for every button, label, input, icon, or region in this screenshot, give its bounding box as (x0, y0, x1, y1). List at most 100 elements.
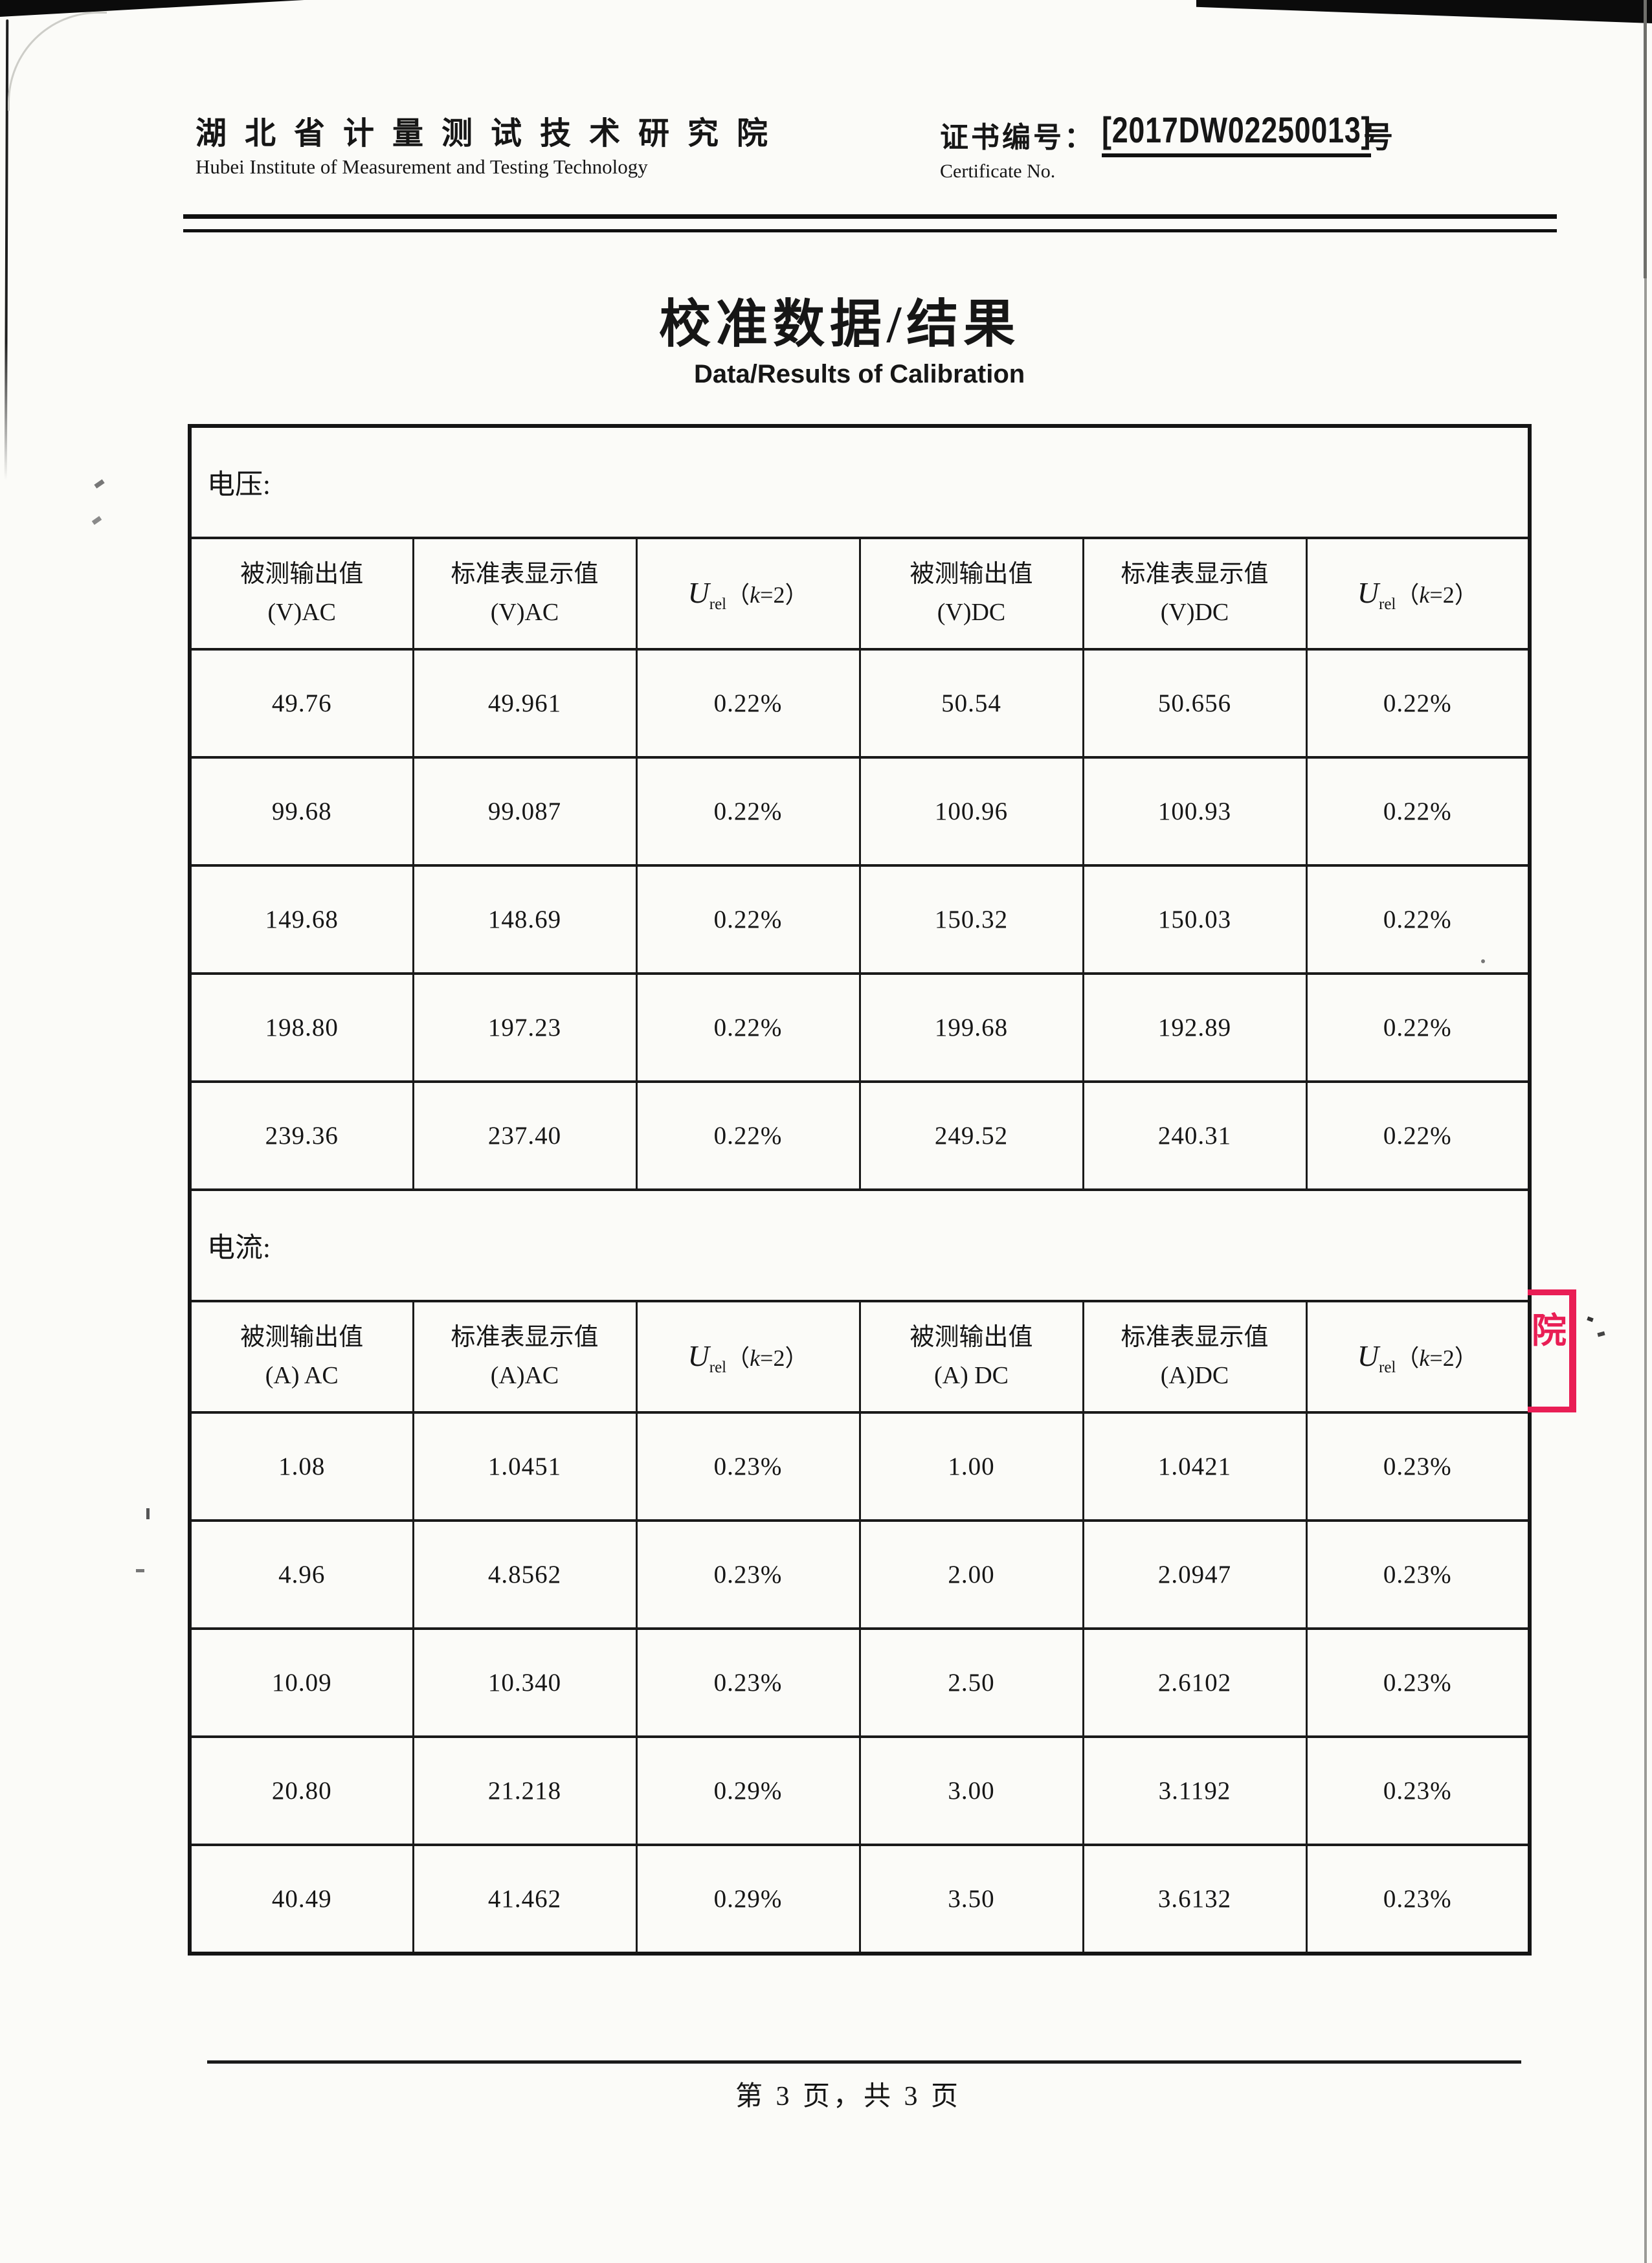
header-divider (183, 214, 1557, 232)
header-line1: 标准表显示值 (1121, 1324, 1269, 1352)
table-cell: 0.23% (1305, 1411, 1531, 1522)
certificate-number-suffix: 号 (1363, 121, 1393, 154)
table-cell: 3.50 (858, 1844, 1084, 1955)
table-cell: 192.89 (1082, 972, 1308, 1083)
table-cell: 2.00 (858, 1519, 1084, 1630)
table-cell: 10.09 (188, 1627, 414, 1738)
header-line2: (A) AC (265, 1362, 339, 1389)
urel-subscript: rel (709, 1359, 727, 1377)
table-cell: 0.23% (1305, 1844, 1531, 1955)
table-row: 49.76 49.961 0.22% 50.54 50.656 0.22% (188, 648, 1531, 759)
urel-symbol: U (687, 576, 709, 610)
urel-subscript: rel (1379, 1359, 1396, 1377)
header-row-current: 被测输出值 (A) AC 标准表显示值 (A)AC Urel（k=2） 被测输出值 (A) … (188, 1300, 1531, 1414)
table-cell: 0.23% (1305, 1627, 1531, 1738)
table-cell: 0.29% (635, 1735, 861, 1846)
table-cell: 3.1192 (1082, 1735, 1308, 1846)
urel-subscript: rel (1379, 596, 1396, 614)
table-cell: 49.961 (412, 648, 638, 759)
table-cell: 0.29% (635, 1844, 861, 1955)
column-header: 被测输出值 (V)AC (188, 537, 414, 651)
table-cell: 0.23% (1305, 1735, 1531, 1846)
header-line2: (A) DC (933, 1362, 1009, 1389)
header-line1: 被测输出值 (240, 1324, 364, 1352)
table-row: 149.68 148.69 0.22% 150.32 150.03 0.22% (188, 864, 1531, 975)
scan-edge-right (1644, 0, 1647, 2263)
header-line1: 标准表显示值 (451, 561, 599, 588)
table-cell: 0.22% (635, 648, 861, 759)
calibration-table-body: 电压: 被测输出值 (V)AC 标准表显示值 (V)AC Urel（k=2） 被测输出值 (V… (188, 425, 1531, 1955)
section-label-voltage: 电压: (188, 425, 1531, 539)
scan-speck (146, 1508, 150, 1519)
urel-paren: （ (726, 582, 750, 608)
certificate-no-label-en: Certificate No. (940, 161, 1056, 182)
table-cell: 0.22% (635, 756, 861, 867)
urel-paren: （ (1396, 582, 1420, 608)
table-cell: 0.22% (1305, 1080, 1531, 1191)
footer-divider (207, 2060, 1521, 2064)
institute-name-en: Hubei Institute of Measurement and Testi… (195, 155, 648, 178)
table-cell: 1.0421 (1082, 1411, 1308, 1522)
column-header: 被测输出值 (A) DC (858, 1300, 1084, 1414)
table-row: 4.96 4.8562 0.23% 2.00 2.0947 0.23% (188, 1519, 1531, 1630)
table-cell: 50.656 (1082, 648, 1308, 759)
table-cell: 99.087 (412, 756, 638, 867)
table-cell: 0.23% (1305, 1519, 1531, 1630)
table-cell: 150.03 (1082, 864, 1308, 975)
table-row: 1.08 1.0451 0.23% 1.00 1.0421 0.23% (188, 1411, 1531, 1522)
table-cell: 10.340 (412, 1627, 638, 1738)
header-line2: (A)DC (1160, 1362, 1229, 1389)
urel-paren: （ (726, 1345, 750, 1372)
table-cell: 1.0451 (412, 1411, 638, 1522)
urel-paren: （ (1396, 1345, 1420, 1372)
table-cell: 100.96 (858, 756, 1084, 867)
table-cell: 0.22% (635, 972, 861, 1083)
header-line1: 被测输出值 (240, 561, 364, 588)
scan-speck (94, 479, 105, 489)
table-cell: 0.22% (1305, 864, 1531, 975)
table-cell: 40.49 (188, 1844, 414, 1955)
column-header: Urel（k=2） (635, 1300, 861, 1414)
table-row: 239.36 237.40 0.22% 249.52 240.31 0.22% (188, 1080, 1531, 1191)
table-row: 198.80 197.23 0.22% 199.68 192.89 0.22% (188, 972, 1531, 1083)
table-cell: 150.32 (858, 864, 1084, 975)
table-cell: 41.462 (412, 1844, 638, 1955)
table-cell: 198.80 (188, 972, 414, 1083)
table-cell: 49.76 (188, 648, 414, 759)
scan-speck (136, 1569, 144, 1572)
table-cell: 240.31 (1082, 1080, 1308, 1191)
red-seal-character: 院 (1532, 1311, 1567, 1350)
header-line2: (A)AC (490, 1362, 559, 1389)
table-cell: 249.52 (858, 1080, 1084, 1191)
urel-k: k (1419, 582, 1430, 608)
table-cell: 2.0947 (1082, 1519, 1308, 1630)
institute-name-cn: 湖北省计量测试技术研究院 (195, 117, 787, 151)
table-cell: 1.08 (188, 1411, 414, 1522)
certificate-no-label-cn: 证书编号： (940, 122, 1095, 153)
column-header: 被测输出值 (A) AC (188, 1300, 414, 1414)
page-title-en: Data/Results of Calibration (694, 360, 1025, 388)
table-cell: 21.218 (412, 1735, 638, 1846)
column-header: 标准表显示值 (V)AC (412, 537, 638, 651)
table-cell: 149.68 (188, 864, 414, 975)
header-line2: (V)DC (937, 599, 1006, 626)
scan-edge-left (4, 19, 9, 481)
page-corner-arc (8, 12, 107, 111)
header-line1: 被测输出值 (910, 561, 1033, 588)
table-cell: 3.6132 (1082, 1844, 1308, 1955)
urel-paren: =2） (1429, 1345, 1478, 1372)
scan-edge-top-left (0, 0, 304, 17)
table-cell: 239.36 (188, 1080, 414, 1191)
column-header: 标准表显示值 (A)AC (412, 1300, 638, 1414)
table-cell: 0.23% (635, 1411, 861, 1522)
table-cell: 0.22% (1305, 648, 1531, 759)
table-cell: 0.22% (635, 1080, 861, 1191)
table-cell: 0.22% (635, 864, 861, 975)
table-cell: 4.8562 (412, 1519, 638, 1630)
urel-paren: =2） (1429, 582, 1478, 608)
scan-speck (1597, 1331, 1605, 1337)
red-seal-stamp: 院 (1528, 1289, 1576, 1412)
page-number: 第 3 页，共 3 页 (735, 2082, 962, 2112)
table-row: 99.68 99.087 0.22% 100.96 100.93 0.22% (188, 756, 1531, 867)
header-line2: (V)AC (267, 599, 337, 626)
